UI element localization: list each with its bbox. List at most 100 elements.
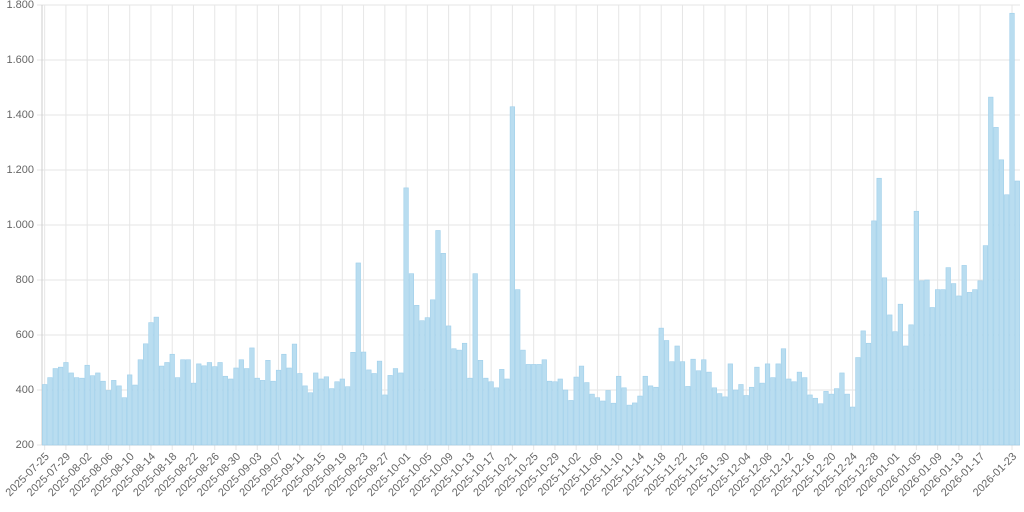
bar: [334, 381, 340, 446]
bar: [552, 381, 558, 446]
bar: [557, 378, 563, 446]
bar: [770, 377, 776, 446]
bar: [727, 363, 733, 446]
bar: [897, 303, 903, 446]
bar: [525, 364, 531, 446]
bar: [977, 280, 983, 446]
bar: [834, 388, 840, 446]
bar: [153, 316, 159, 446]
bar: [297, 373, 303, 446]
bar: [536, 364, 542, 446]
bar: [940, 289, 946, 446]
bar: [408, 273, 414, 446]
bar: [966, 292, 973, 446]
bar: [302, 385, 308, 446]
bar: [791, 381, 797, 446]
bar: [430, 299, 436, 446]
y-tick-label: 1.000: [6, 219, 34, 231]
bar: [913, 210, 919, 446]
bar: [504, 378, 510, 446]
bar: [679, 361, 686, 446]
bar: [228, 378, 234, 446]
y-tick-label: 1.600: [6, 54, 34, 66]
bar: [669, 361, 675, 446]
bar: [658, 327, 664, 446]
bar: [961, 265, 967, 446]
bar: [717, 393, 723, 446]
bar: [711, 387, 717, 446]
bar: [998, 159, 1004, 446]
bar: [775, 363, 781, 446]
bar: [988, 96, 994, 446]
bar: [371, 373, 377, 446]
bar: [355, 262, 361, 446]
bar: [701, 359, 707, 446]
bar: [201, 365, 207, 446]
bar: [275, 369, 282, 446]
bar: [259, 380, 266, 446]
bar: [509, 106, 515, 446]
bar: [610, 402, 616, 446]
bar: [796, 371, 803, 446]
bar: [860, 330, 866, 446]
bar: [339, 378, 345, 446]
bar: [531, 364, 537, 446]
bar: [414, 304, 420, 446]
bar: [169, 353, 175, 446]
bar: [589, 393, 595, 446]
bar: [89, 375, 96, 446]
bar: [238, 359, 244, 446]
bar: [807, 394, 813, 446]
bar: [908, 324, 914, 446]
bar: [286, 367, 292, 446]
bar: [222, 375, 228, 446]
bar: [116, 385, 122, 446]
bar: [345, 386, 351, 446]
bar: [1009, 12, 1015, 446]
bar: [828, 393, 834, 446]
bar: [632, 402, 638, 446]
bar: [993, 127, 999, 446]
bar: [982, 245, 989, 446]
bar: [323, 376, 329, 446]
bar: [477, 359, 484, 446]
bar: [950, 283, 957, 446]
bar: [690, 358, 696, 446]
bar: [547, 380, 553, 446]
bar: [244, 368, 250, 446]
bar: [642, 375, 648, 446]
bar: [871, 220, 877, 446]
bar: [318, 378, 324, 446]
bar: [111, 380, 117, 446]
bar: [1014, 180, 1020, 446]
bar: [424, 317, 430, 446]
bar: [929, 307, 935, 446]
bar: [892, 331, 898, 446]
bar: [403, 187, 409, 446]
bar: [68, 372, 74, 446]
bar: [419, 320, 425, 446]
bar: [63, 362, 69, 446]
bar: [233, 367, 239, 446]
bar: [594, 397, 601, 446]
bar: [600, 400, 606, 446]
bar: [387, 375, 393, 446]
bar: [722, 396, 728, 446]
bar: [206, 362, 213, 446]
bar: [626, 404, 632, 446]
bar: [190, 382, 197, 446]
bar: [329, 388, 335, 446]
bar: [839, 372, 845, 446]
bar: [249, 347, 255, 446]
bar: [196, 363, 202, 446]
bar: [382, 394, 388, 446]
bar: [578, 365, 585, 446]
bar: [483, 377, 489, 446]
bar: [865, 342, 872, 446]
bar: [849, 406, 856, 446]
bar: [924, 279, 930, 446]
bar: [461, 342, 468, 446]
bar: [313, 372, 319, 446]
y-tick-label: 800: [16, 274, 34, 286]
